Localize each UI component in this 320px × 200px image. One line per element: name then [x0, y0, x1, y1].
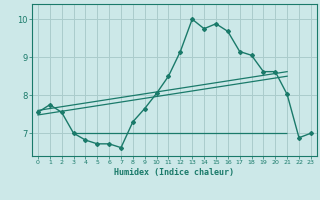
X-axis label: Humidex (Indice chaleur): Humidex (Indice chaleur)	[115, 168, 234, 177]
